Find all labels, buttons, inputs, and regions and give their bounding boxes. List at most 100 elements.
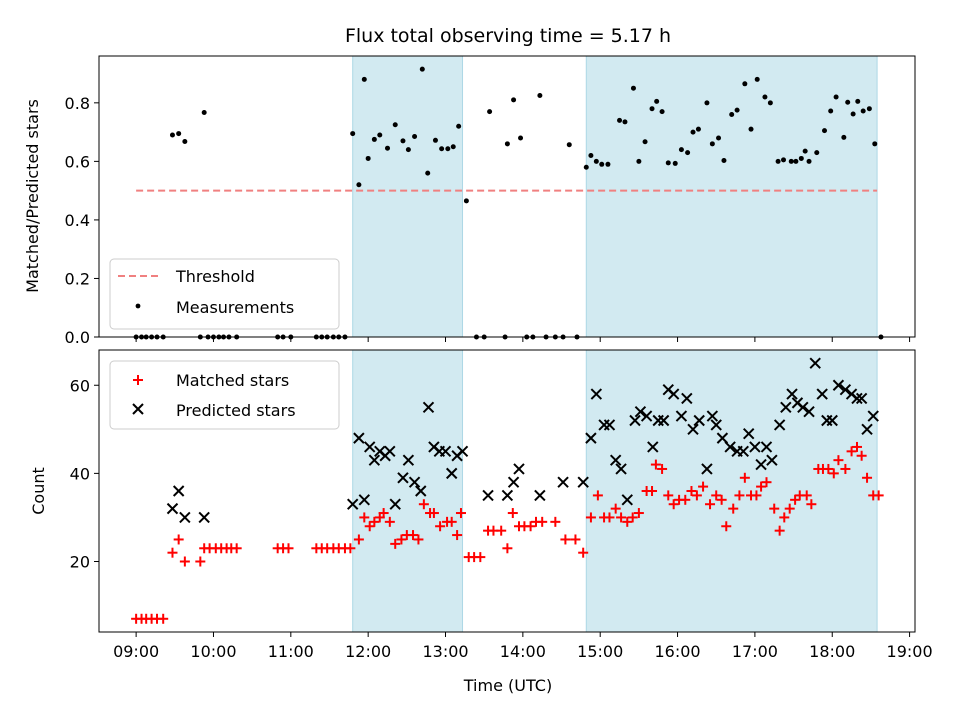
measurement-point [182,138,188,144]
x-tick-label: 11:00 [268,642,314,661]
matched-star-point [610,503,621,514]
bottom-panel-legend: Matched stars Predicted stars [109,360,340,430]
measurement-point [385,145,391,151]
matched-star-point [384,516,395,527]
matched-star-point [774,525,785,536]
measurement-point [432,137,438,143]
top-panel-shaded-intervals [352,55,878,338]
predicted-star-point [667,388,680,400]
matched-star-point [751,490,762,501]
x-tick-label: 14:00 [500,642,546,661]
matched-star-point [604,512,615,523]
matched-star-point [616,512,627,523]
measurement-point [511,97,517,103]
predicted-star-point [445,467,458,480]
y-tick-label: 40 [70,464,90,483]
predicted-star-point [867,410,879,422]
matched-star-point [721,521,732,532]
measurement-point [392,122,398,128]
matched-star-point [705,499,716,510]
matched-star-point [413,534,424,545]
matched-star-point [801,490,812,501]
matched-star-point [560,534,571,545]
x-tick-label: 09:00 [113,642,159,661]
measurement-point [622,119,628,125]
predicted-star-point [507,476,520,488]
measurement-point [748,126,754,132]
matched-star-point [734,490,745,501]
measurement-point [788,158,794,164]
matched-star-point [418,499,429,510]
x-tick-label: 12:00 [345,642,391,661]
measurement-point [537,93,543,99]
matched-star-point [231,543,242,554]
x-tick-label: 18:00 [809,642,855,661]
matched-star-point [686,486,697,496]
measurement-point [685,150,691,156]
measurement-point [828,108,834,114]
y-tick-label: 0.2 [65,269,90,288]
predicted-star-point [179,511,191,524]
predicted-star-point [397,472,409,484]
matched-star-point [195,556,206,567]
matched-star-point [833,455,844,466]
legend-threshold-label: Threshold [175,267,255,286]
predicted-star-point [786,388,798,400]
predicted-star-point [513,463,525,475]
measurement-point [361,76,367,82]
matched-star-point [550,516,561,527]
shaded-interval-1 [585,349,878,633]
predicted-star-point [766,454,778,466]
predicted-star-point [657,414,670,427]
shaded-interval-0 [352,55,464,338]
matched-star-point [592,490,603,501]
predicted-star-point [482,489,494,502]
measurement-point [845,99,851,105]
x-tick-label: 16:00 [654,642,700,661]
matched-star-point [364,521,375,532]
predicted-star-point [415,485,427,497]
measurement-point [767,100,773,106]
measurement-point [350,131,356,137]
predicted-star-point [198,511,210,524]
predicted-star-point [861,423,873,436]
matched-star-point [353,534,364,545]
measurement-point [695,126,701,132]
predicted-star-point [615,463,627,475]
matched-star-point [369,516,380,527]
measurement-point [860,108,866,114]
predicted-star-point [501,489,514,502]
predicted-star-point [346,498,359,510]
measurement-point [371,136,377,142]
shaded-interval-0 [352,349,464,633]
matched-star-point [622,516,633,527]
measurement-point [405,147,411,153]
matched-star-point [578,547,589,558]
matched-star-point [525,521,536,532]
predicted-star-point [422,401,435,413]
measurement-point [487,109,493,115]
predicted-star-point [675,410,688,422]
top-panel-ylabel: Matched/Predicted stars [23,99,42,293]
measurement-point [721,157,727,163]
measurement-point [400,138,406,144]
predicted-star-point [749,441,761,453]
measurement-point [445,146,451,152]
matched-star-point [345,543,356,554]
measurement-point [588,153,594,159]
measurement-point [518,135,524,141]
measurement-point [762,94,768,100]
measurement-point [814,150,820,156]
predicted-star-point [647,441,659,453]
matched-star-point [739,472,750,483]
predicted-star-point [681,392,693,405]
y-tick-label: 60 [70,376,90,395]
matched-star-point [173,534,184,545]
measurement-point [593,158,599,164]
measurement-point [798,155,804,161]
y-tick-label: 20 [70,553,90,572]
legend-matched-label: Matched stars [176,371,289,390]
predicted-star-point [701,463,713,475]
matched-star-point [663,490,674,501]
predicted-star-point [577,476,589,488]
